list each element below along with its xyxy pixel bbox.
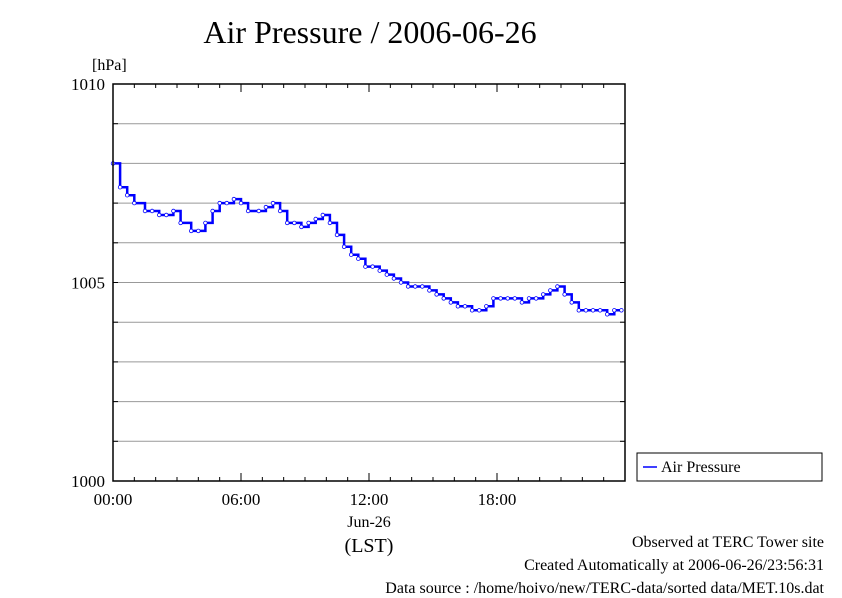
data-point [405,284,411,289]
data-point [398,280,404,285]
y-tick-label: 1010 [71,75,105,94]
data-point [263,204,269,210]
data-point [548,288,553,293]
data-point [370,264,375,269]
y-tick-label: 1005 [71,274,105,293]
data-point [178,220,183,226]
data-point [203,220,208,226]
x-axis-label: (LST) [345,535,394,557]
data-point [505,296,510,301]
y-axis-unit-label: [hPa] [92,57,127,74]
series-line [113,162,622,316]
data-point [455,304,461,309]
footer-data-source: Data source : /home/hoivo/new/TERC-data/… [385,580,824,597]
data-point [526,296,532,301]
data-point [277,208,283,214]
data-point [420,284,425,289]
data-point [462,304,468,309]
data-point [619,308,624,313]
data-point [562,292,567,297]
data-point [124,192,130,198]
data-point [597,308,603,313]
data-point [270,200,276,206]
data-point [142,208,148,214]
data-point [512,296,517,301]
data-point [377,268,382,273]
data-point [469,308,475,313]
data-point [285,220,290,226]
data-point [356,256,361,261]
data-point [477,308,482,313]
data-point [484,304,489,309]
plot-frame [112,83,626,482]
data-point [231,196,237,202]
data-point [224,200,229,206]
x-tick-label: 00:00 [94,490,133,509]
data-point [612,308,617,313]
x-axis-date-label: Jun-26 [347,514,391,531]
legend-box [636,452,823,482]
data-point [320,212,325,218]
data-point [441,296,446,301]
data-point [590,308,596,313]
data-point [217,200,222,206]
data-point [498,296,503,301]
data-point [256,208,261,214]
data-point [334,232,340,238]
footer-observed: Observed at TERC Tower site [631,534,824,551]
data-point [306,220,311,226]
data-point [164,212,169,218]
data-point [245,208,251,214]
data-point [341,244,347,249]
legend-series-label: Air Pressure [661,459,741,476]
data-point [313,216,318,222]
x-tick-label: 12:00 [350,490,389,509]
data-point [448,300,453,305]
data-point [391,276,397,281]
chart-title: Air Pressure / 2006-06-26 [203,14,537,50]
data-point [533,296,539,301]
series-layer [110,161,624,317]
data-point [541,292,546,297]
data-point [583,308,589,313]
axis-ticks: 1000 1005 1010 00:00 06:00 12:00 18:00 [71,75,626,509]
legend: Air Pressure [636,452,823,482]
data-point [434,292,439,297]
data-point [555,284,560,289]
data-point [569,300,574,305]
data-point [519,300,525,305]
data-point [427,288,432,293]
data-point [171,208,176,214]
data-point [292,220,297,226]
footer-created: Created Automatically at 2006-06-26/23:5… [524,557,824,574]
x-tick-label: 18:00 [478,490,517,509]
data-point [349,252,354,257]
grid-lines [113,123,625,442]
data-point [327,220,333,226]
y-tick-label: 1000 [71,472,105,491]
data-point [132,200,137,206]
data-point [238,200,244,206]
data-point [149,208,155,214]
x-tick-label: 06:00 [222,490,261,509]
data-point [576,308,581,313]
data-point [196,228,201,234]
data-point [299,224,304,230]
data-point [605,312,610,317]
data-point [210,208,215,214]
data-point [363,264,368,269]
data-point [117,184,123,190]
data-point [188,228,194,234]
data-point [384,272,389,277]
data-point [413,284,418,289]
data-point [156,212,162,218]
data-point [491,296,496,301]
